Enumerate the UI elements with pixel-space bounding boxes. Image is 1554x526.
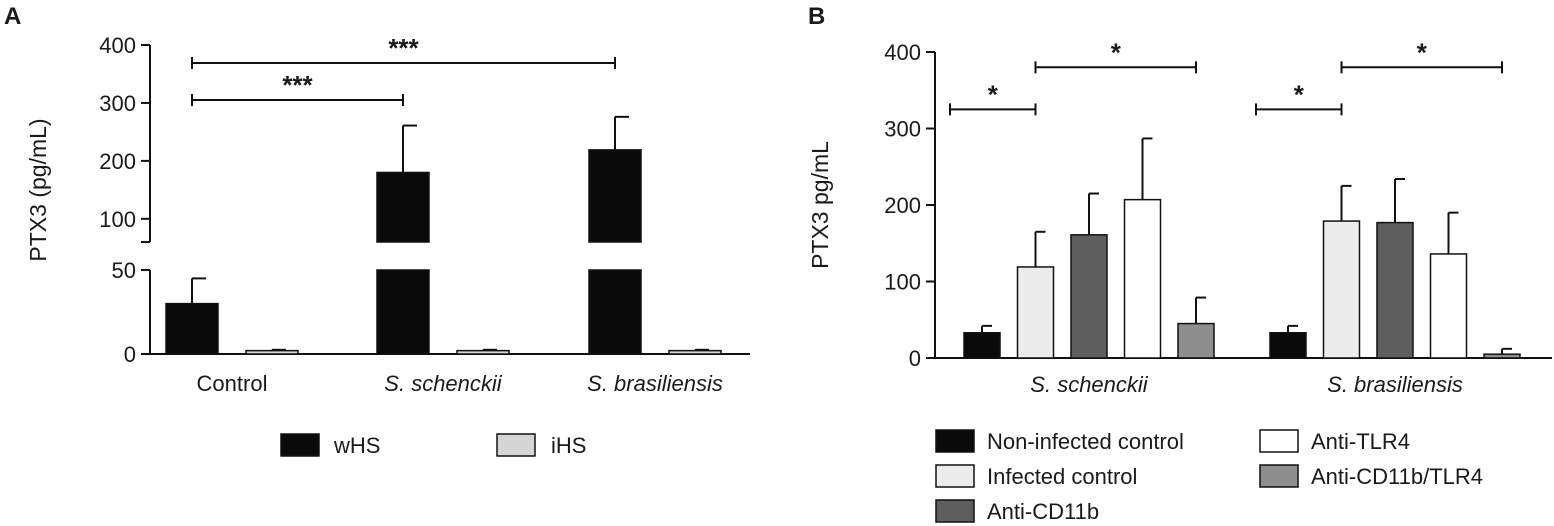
panel-b-label: B (808, 3, 825, 30)
significance-label: * (988, 79, 999, 109)
y-tick-label: 100 (884, 270, 921, 295)
y-tick-label: 200 (884, 193, 921, 218)
bar (1123, 198, 1162, 359)
legend-swatch-anti-cd11b-tlr4 (1259, 464, 1299, 488)
y-tick-label: 100 (99, 207, 136, 232)
bar (1376, 221, 1414, 359)
bar (668, 349, 722, 355)
panel-b-chart: 0 100 200 300 400 S. schenckii S. brasiliensis… (884, 37, 1552, 397)
panel-a-y-axis-label: PTX3 (pg/mL) (25, 118, 51, 261)
y-tick-label: 300 (99, 91, 136, 116)
bar (963, 332, 1001, 359)
bar (376, 171, 430, 243)
y-tick-label: 50 (112, 258, 136, 283)
legend-swatch-infected (935, 464, 975, 488)
legend-label-anti-cd11b: Anti-CD11b (987, 499, 1099, 524)
x-category-label: S. schenckii (384, 371, 502, 396)
bar (1177, 322, 1215, 359)
bar (1429, 253, 1468, 359)
legend-label-infected: Infected control (987, 464, 1137, 489)
bar (456, 349, 510, 355)
bar (245, 349, 299, 355)
y-tick-label: 400 (884, 40, 921, 65)
bar (1483, 353, 1521, 359)
panel-b-legend: Non-infected control Infected control An… (935, 429, 1483, 524)
x-category-label: S. brasiliensis (1327, 372, 1463, 397)
y-tick-label: 300 (884, 117, 921, 142)
legend-swatch-whs (280, 433, 320, 457)
y-tick-label: 0 (909, 346, 921, 371)
panel-a-chart: 0 50 100 200 300 400 Control S. schenckii S. bra… (99, 33, 750, 396)
y-tick-label: 200 (99, 149, 136, 174)
x-category-label: S. brasiliensis (587, 371, 723, 396)
legend-swatch-anti-tlr4 (1259, 429, 1299, 453)
legend-swatch-ihs (496, 433, 536, 457)
panel-a-label: A (4, 3, 21, 30)
legend-label-anti-cd11b-tlr4: Anti-CD11b/TLR4 (1311, 464, 1483, 489)
bar (1322, 220, 1361, 359)
bar (1269, 332, 1307, 359)
significance-label: * (1417, 37, 1428, 67)
significance-label: * (1111, 37, 1122, 67)
bar (165, 302, 219, 355)
legend-label-whs: wHS (333, 433, 380, 458)
bar (588, 149, 642, 243)
legend-label-anti-tlr4: Anti-TLR4 (1311, 429, 1410, 454)
y-tick-label: 0 (124, 342, 136, 367)
x-category-label: S. schenckii (1030, 372, 1148, 397)
legend-label-non-infected: Non-infected control (987, 429, 1184, 454)
legend-swatch-non-infected (935, 429, 975, 453)
panel-b-y-axis-label: PTX3 pg/mL (807, 141, 833, 269)
x-category-label: Control (197, 371, 268, 396)
legend-swatch-anti-cd11b (935, 499, 975, 523)
bar (1016, 266, 1055, 359)
y-tick-label: 400 (99, 33, 136, 58)
bar (1070, 234, 1108, 359)
bar (588, 269, 642, 355)
bar (376, 269, 430, 355)
significance-label: * (1294, 79, 1305, 109)
legend-label-ihs: iHS (551, 433, 586, 458)
panel-a-legend: wHS iHS (280, 433, 586, 458)
significance-label: *** (388, 33, 419, 63)
significance-label: *** (282, 70, 313, 100)
